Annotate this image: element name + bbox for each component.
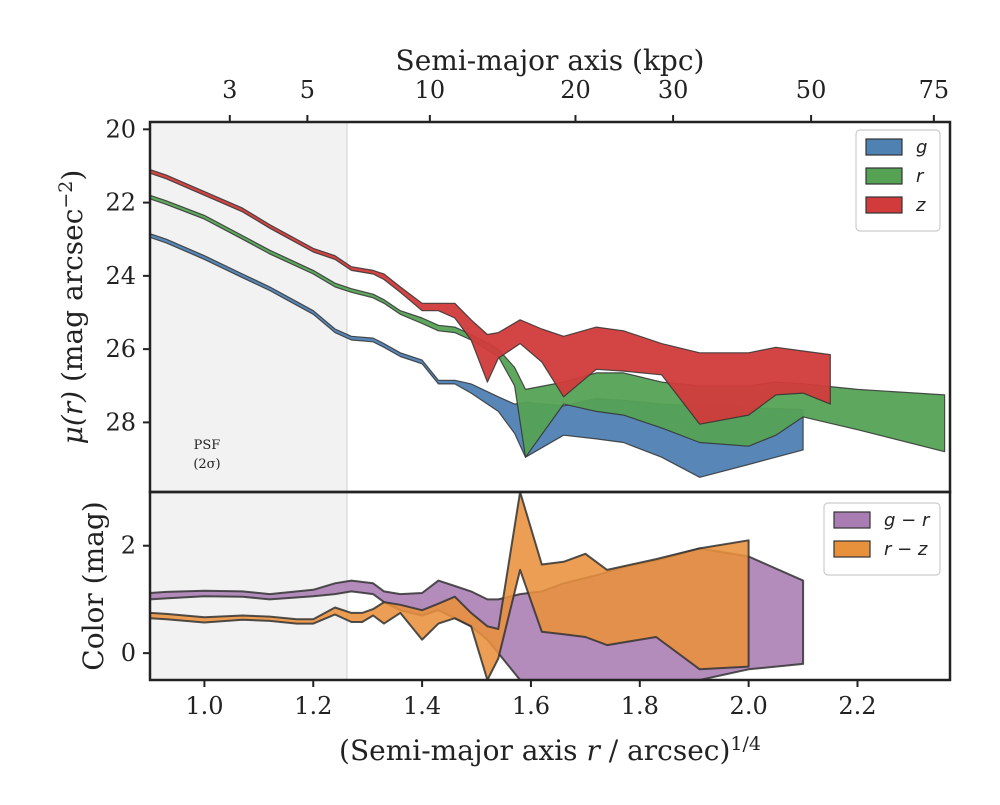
legend-label-2: z <box>915 195 926 216</box>
top-x-tick-label: 3 <box>222 76 237 104</box>
psf-annotation-sigma: (2σ) <box>193 457 220 472</box>
legend-swatch-0 <box>865 138 903 156</box>
y-tick-label: 28 <box>105 408 136 436</box>
x-tick-label: 1.4 <box>403 692 441 720</box>
legend-swatch-1 <box>833 540 871 558</box>
y-tick-label: 22 <box>105 189 136 217</box>
band-rz-group <box>150 492 750 680</box>
band-rz <box>150 492 750 680</box>
top-x-tick-label: 5 <box>300 76 315 104</box>
top-x-tick-label: 30 <box>658 76 689 104</box>
y-tick-label: 20 <box>105 115 136 143</box>
legend-swatch-0 <box>833 511 871 529</box>
top-x-tick-label: 50 <box>796 76 827 104</box>
legend-label-0: g − r <box>884 510 931 531</box>
y-tick-label: 0 <box>121 639 136 667</box>
top-x-tick-label: 75 <box>919 76 950 104</box>
top-x-tick-label: 20 <box>560 76 591 104</box>
x-tick-label: 2.0 <box>730 692 768 720</box>
top-x-tick-label: 10 <box>415 76 446 104</box>
legend-swatch-2 <box>865 196 903 214</box>
y-tick-label: 24 <box>105 262 136 290</box>
x-tick-label: 1.8 <box>621 692 659 720</box>
bottom-panel-frame <box>148 490 952 682</box>
top-x-axis-title: Semi-major axis (kpc) <box>396 44 705 77</box>
y-tick-label: 26 <box>105 335 136 363</box>
legend-label-1: r − z <box>884 539 928 560</box>
legend-swatch-1 <box>865 167 903 185</box>
y-tick-label: 2 <box>121 532 136 560</box>
band-z-group <box>150 169 831 425</box>
x-tick-label: 1.6 <box>512 692 550 720</box>
color-y-axis-title: Color (mag) <box>77 501 110 670</box>
y-axis-title: μ(r) (mag arcsec−2) <box>55 170 89 445</box>
x-tick-label: 1.0 <box>185 692 223 720</box>
x-tick-label: 2.2 <box>838 692 876 720</box>
psf-annotation-label: PSF <box>194 438 221 453</box>
legend-label-1: r <box>916 166 925 187</box>
x-axis-title: (Semi-major axis r / arcsec)1/4 <box>339 733 761 767</box>
x-tick-label: 1.2 <box>294 692 332 720</box>
band-z <box>150 169 831 425</box>
legend-label-0: g <box>916 137 927 158</box>
